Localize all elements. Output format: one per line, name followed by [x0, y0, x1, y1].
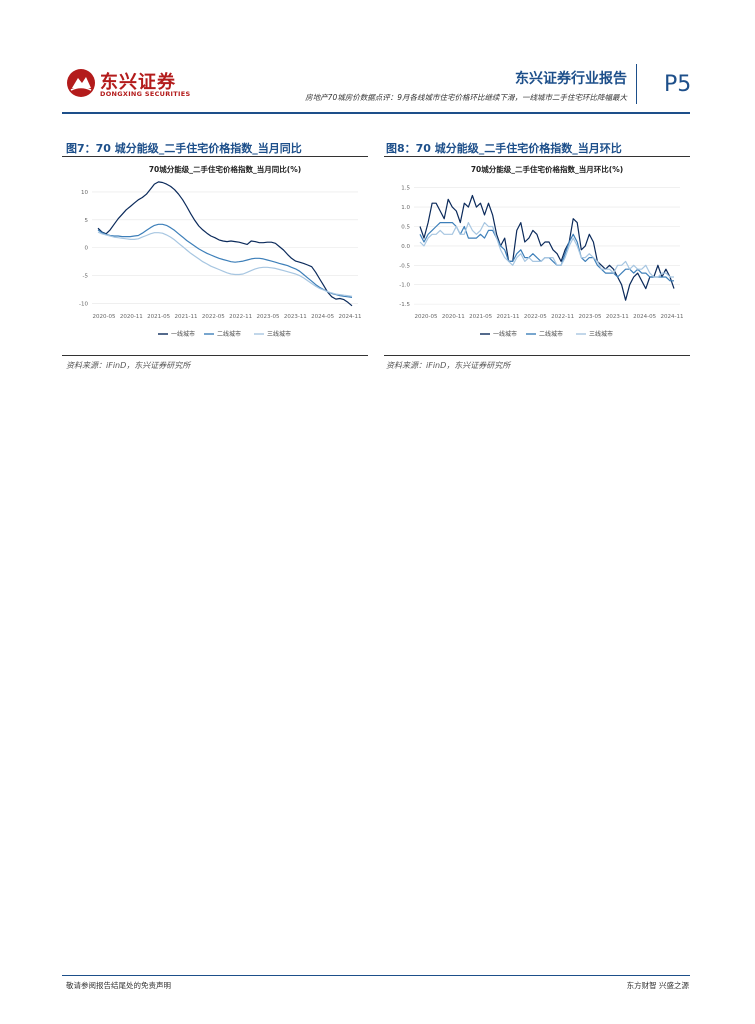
y-tick-label: 0.5	[401, 225, 410, 231]
figure-7-source: 资料来源：iFinD，东兴证券研究所	[66, 361, 191, 370]
x-tick-label: 2022-11	[551, 314, 574, 320]
legend-entry: 二线城市	[539, 330, 563, 338]
y-tick-label: -1.0	[399, 283, 410, 289]
report-type: 东兴证券行业报告	[515, 71, 627, 87]
x-tick-label: 2021-05	[469, 314, 492, 320]
y-tick-label: 10	[81, 190, 88, 196]
figure-8-top-rule	[384, 156, 690, 157]
x-tick-label: 2021-11	[175, 314, 198, 320]
x-tick-label: 2020-05	[415, 314, 438, 320]
x-tick-label: 2020-05	[93, 314, 116, 320]
logo-text-en: DONGXING SECURITIES	[100, 90, 191, 98]
header-rule	[62, 112, 690, 114]
y-tick-label: 1.0	[401, 205, 410, 211]
footer-slogan: 东方财智 兴盛之源	[626, 981, 689, 990]
legend-entry: 一线城市	[493, 330, 517, 338]
y-tick-label: 0.0	[401, 244, 410, 250]
figure-7-top-rule	[62, 156, 368, 157]
report-subtitle: 房地产70城房价数据点评：9月各线城市住宅价格环比继续下滑，一线城市二手住宅环比…	[305, 93, 627, 102]
figure-7-chart: 70城分能级_二手住宅价格指数_当月同比(%) 10 5 0 -5 -10 2020-05 2…	[62, 160, 368, 354]
x-tick-label: 2023-05	[257, 314, 280, 320]
y-tick-label: -5	[83, 274, 89, 280]
legend-entry: 二线城市	[217, 330, 241, 338]
chart-title: 70城分能级_二手住宅价格指数_当月环比(%)	[471, 164, 623, 174]
series-line-tier1	[419, 194, 675, 301]
x-tick-label: 2023-11	[284, 314, 307, 320]
figure-8-bottom-rule	[384, 355, 690, 356]
series-line-tier2	[419, 222, 674, 282]
y-tick-label: -10	[79, 302, 88, 308]
legend-entry: 一线城市	[171, 330, 195, 338]
figure-7-bottom-rule	[62, 355, 368, 356]
figure-8-chart: 70城分能级_二手住宅价格指数_当月环比(%) 1.5 1.0 0.5 0.0 -0.5 -…	[384, 160, 690, 354]
logo-mark-icon	[67, 69, 95, 97]
y-tick-label: -1.5	[399, 302, 410, 308]
chart-title: 70城分能级_二手住宅价格指数_当月同比(%)	[149, 164, 301, 174]
figure-8-title: 图8：70 城分能级_二手住宅价格指数_当月环比	[386, 142, 622, 155]
footer-rule	[62, 975, 690, 976]
figure-8-source: 资料来源：iFinD，东兴证券研究所	[386, 361, 511, 370]
x-tick-label: 2024-05	[311, 314, 334, 320]
logo-text-cn: 东兴证券	[100, 72, 176, 93]
x-tick-label: 2023-11	[606, 314, 629, 320]
figure-7-title: 图7：70 城分能级_二手住宅价格指数_当月同比	[66, 142, 302, 155]
company-logo: 东兴证券 DONGXING SECURITIES	[66, 68, 190, 102]
y-tick-label: 1.5	[401, 186, 410, 192]
x-tick-label: 2022-11	[229, 314, 252, 320]
x-tick-label: 2021-05	[147, 314, 170, 320]
x-tick-label: 2022-05	[202, 314, 225, 320]
series-line-tier1	[97, 181, 353, 307]
x-tick-label: 2022-05	[524, 314, 547, 320]
y-tick-label: -0.5	[399, 263, 410, 269]
x-tick-label: 2024-11	[339, 314, 362, 320]
series-line-tier2	[97, 223, 353, 298]
series-line-tier3	[419, 222, 674, 278]
x-tick-label: 2024-05	[633, 314, 656, 320]
footer-disclaimer: 敬请参阅报告结尾处的免责声明	[66, 981, 171, 990]
series-line-tier3	[97, 231, 353, 297]
x-tick-label: 2020-11	[442, 314, 465, 320]
page-number: P5	[664, 72, 692, 97]
chart-svg: 70城分能级_二手住宅价格指数_当月环比(%) 1.5 1.0 0.5 0.0 -0.5 -…	[399, 164, 684, 338]
x-tick-label: 2024-11	[661, 314, 684, 320]
x-tick-label: 2020-11	[120, 314, 143, 320]
y-tick-label: 5	[85, 218, 89, 224]
x-tick-label: 2023-05	[579, 314, 602, 320]
chart-svg: 70城分能级_二手住宅价格指数_当月同比(%) 10 5 0 -5 -10 2020-05 2…	[79, 164, 362, 338]
legend-entry: 三线城市	[267, 330, 291, 338]
header-divider	[636, 64, 637, 104]
x-tick-label: 2021-11	[497, 314, 520, 320]
legend-entry: 三线城市	[589, 330, 613, 338]
y-tick-label: 0	[85, 246, 89, 252]
